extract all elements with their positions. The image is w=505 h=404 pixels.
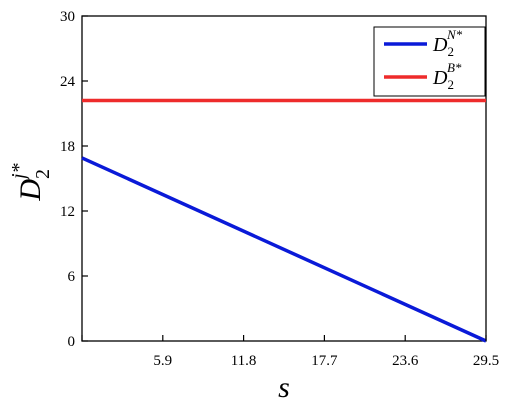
series-layer [82, 101, 486, 342]
x-tick-label: 11.8 [231, 353, 257, 369]
x-axis-ticks: 5.9 11.8 17.7 23.6 29.5 [82, 335, 499, 369]
y-tick-label: 6 [68, 269, 76, 285]
y-tick-label: 24 [60, 74, 76, 90]
x-tick-label: 29.5 [473, 353, 499, 369]
x-tick-label: 5.9 [153, 353, 172, 369]
y-axis-label-base: D [14, 179, 47, 202]
y-axis-ticks: 0 6 12 18 24 30 [60, 9, 88, 350]
y-tick-label: 30 [60, 9, 75, 25]
y-axis-label: D2j* [8, 163, 54, 201]
y-tick-label: 0 [68, 334, 76, 350]
legend-box [374, 27, 485, 96]
series-1-line [82, 158, 486, 341]
y-axis-label-sub: 2 [32, 169, 54, 179]
x-tick-label: 23.6 [392, 353, 419, 369]
legend: D2N* D2B* [374, 27, 485, 96]
y-tick-label: 12 [60, 204, 75, 220]
y-tick-label: 18 [60, 139, 75, 155]
x-tick-label: 17.7 [311, 353, 338, 369]
y-axis-label-sup: j* [8, 163, 30, 182]
x-axis-label: s [278, 371, 290, 404]
